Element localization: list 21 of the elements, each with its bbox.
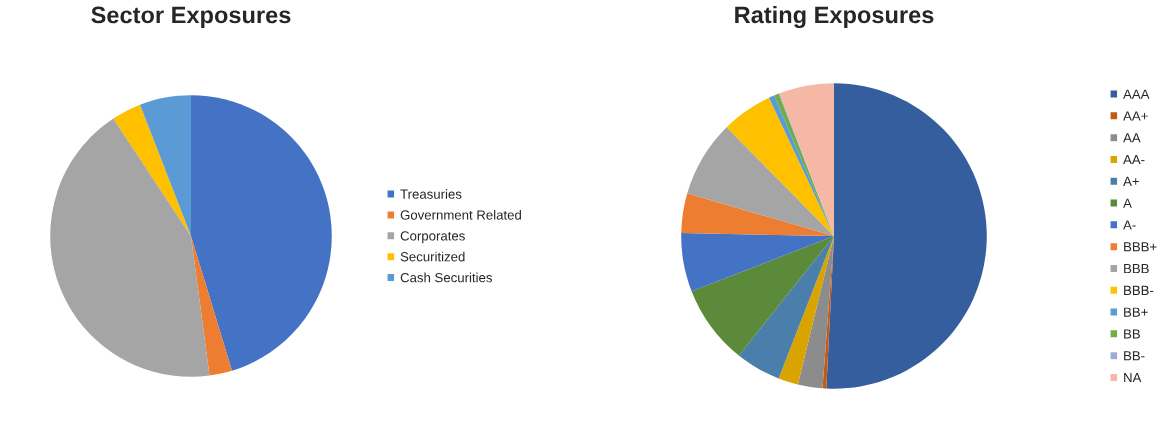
chart-title: Rating Exposures (735, 5, 934, 29)
legend-label: BBB- (1124, 285, 1154, 295)
legend-label: Government Related (400, 209, 521, 220)
legend-label: BB- (1124, 351, 1145, 361)
legend-label: NA (1124, 373, 1142, 383)
legend-label: BB+ (1124, 307, 1148, 317)
legend-label: BBB+ (1124, 242, 1157, 252)
legend-label: A (1123, 198, 1132, 208)
chart-title: Sector Exposures (91, 6, 291, 28)
legend-label: Cash Securities (400, 272, 492, 283)
legend-label: AA- (1123, 155, 1145, 165)
legend-label: AA+ (1123, 111, 1148, 121)
legend-label: A- (1123, 220, 1136, 230)
legend-label: Securitized (400, 251, 465, 262)
legend-label: AA (1123, 133, 1141, 143)
legend-label: Corporates (400, 231, 465, 244)
legend-label: BB (1124, 329, 1140, 339)
legend-label: AAA (1123, 89, 1150, 99)
legend-label: BBB (1124, 264, 1149, 274)
legend-label: A+ (1123, 176, 1139, 186)
legend-label: Treasuries (400, 189, 462, 199)
